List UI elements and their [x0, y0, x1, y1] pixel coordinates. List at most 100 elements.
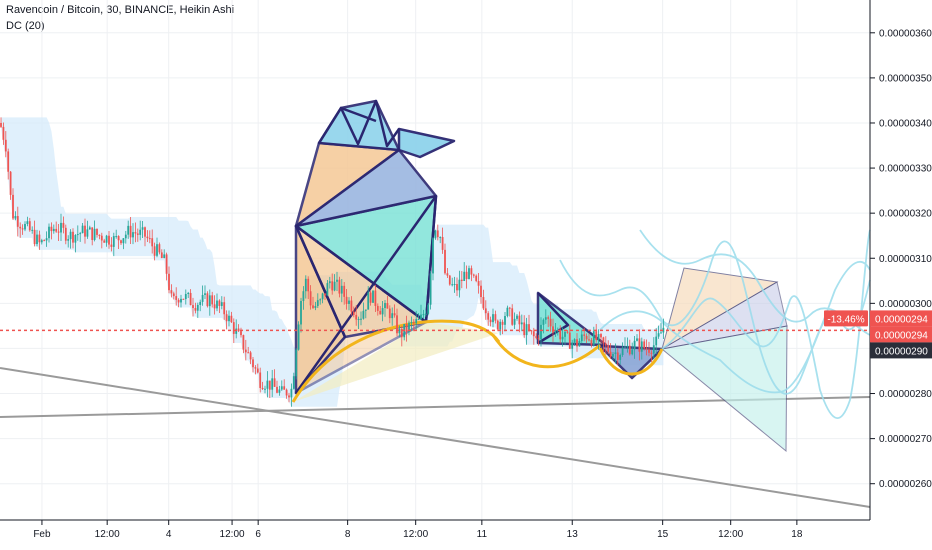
- candle-body: [386, 303, 389, 309]
- candle-body: [470, 268, 473, 275]
- candle-body: [67, 239, 70, 241]
- candle-body: [340, 285, 343, 294]
- candle-body: [206, 293, 209, 307]
- candle-body: [103, 240, 106, 243]
- candle-body: [542, 319, 545, 325]
- time-tick-label: 13: [567, 529, 579, 540]
- price-tick-label: 0.00000340: [879, 118, 932, 129]
- descending-trendline[interactable]: [0, 367, 871, 508]
- price-tick-label: 0.00000350: [879, 73, 932, 84]
- candle-body: [484, 308, 487, 314]
- candle-body: [223, 302, 226, 315]
- projection-fan[interactable]: [660, 267, 788, 453]
- candle-body: [621, 347, 624, 356]
- candle-body: [477, 281, 480, 286]
- price-axis[interactable]: 0.00000260 0.00000270 0.00000280 0.00000290…: [870, 28, 932, 490]
- candle-body: [196, 304, 199, 311]
- candle-body: [124, 234, 127, 239]
- time-axis[interactable]: Feb 12:00 4 12:00 6 8 12:00 11 13 15 12:00 18: [33, 520, 803, 540]
- candle-body: [600, 334, 602, 338]
- candle-body: [362, 310, 365, 319]
- candle-body: [115, 236, 118, 238]
- candle-body: [280, 386, 283, 390]
- candle-body: [532, 331, 535, 337]
- candle-body: [199, 301, 202, 305]
- candle-body: [24, 223, 26, 230]
- candle-body: [506, 307, 509, 316]
- candle-body: [427, 304, 430, 314]
- candle-body: [108, 235, 110, 245]
- candle-body: [273, 378, 276, 387]
- pattern-line-d: [424, 195, 438, 323]
- candle-body: [612, 353, 614, 357]
- candle-body: [57, 231, 60, 233]
- candle-body: [264, 388, 266, 390]
- candle-body: [84, 225, 86, 237]
- candle-body: [537, 337, 540, 340]
- candle-body: [127, 225, 130, 235]
- candle-body: [96, 228, 98, 235]
- candle-body: [62, 222, 65, 228]
- candle-body: [559, 330, 562, 340]
- candle-body: [170, 290, 173, 294]
- candle-body: [19, 226, 22, 229]
- indicator-label[interactable]: DC (20): [6, 20, 45, 32]
- time-tick-label: 12:00: [718, 529, 743, 540]
- candle-body: [446, 273, 449, 276]
- candle-body: [544, 317, 547, 320]
- candle-body: [168, 273, 170, 291]
- candle-body: [364, 309, 367, 311]
- candle-body: [460, 279, 463, 281]
- candle-body: [660, 332, 662, 334]
- candle-body: [21, 228, 24, 230]
- candle-body: [400, 328, 403, 338]
- candle-body: [16, 216, 19, 227]
- candle-body: [278, 389, 281, 393]
- candle-body: [297, 324, 300, 350]
- shaded-triangle[interactable]: [293, 322, 499, 402]
- arc-2: [491, 334, 601, 369]
- candle-body: [441, 237, 444, 250]
- candle-body: [141, 227, 144, 230]
- candle-body: [640, 341, 643, 352]
- candle-body: [40, 240, 43, 243]
- candle-body: [86, 229, 89, 237]
- candle-body: [26, 221, 29, 224]
- candle-body: [156, 244, 158, 256]
- last-price-tag-label: 0.00000294: [875, 314, 928, 325]
- candle-body: [504, 315, 506, 325]
- candle-body: [381, 308, 384, 315]
- candle-body: [74, 235, 77, 243]
- candle-body: [436, 230, 439, 238]
- price-tag-2: [870, 326, 932, 343]
- price-tick-label: 0.00000330: [879, 164, 932, 175]
- candle-body: [432, 238, 434, 274]
- forecast-line-1: [661, 229, 871, 419]
- candlestick-series: [0, 117, 665, 407]
- candle-body: [480, 285, 482, 298]
- candle-body: [398, 328, 401, 334]
- candle-body: [216, 300, 218, 309]
- price-tick-label: 0.00000280: [879, 389, 932, 400]
- candle-body: [388, 308, 391, 319]
- candle-body: [652, 345, 655, 354]
- candle-body: [285, 389, 288, 396]
- candle-body: [28, 221, 31, 231]
- time-tick-label: Feb: [33, 529, 51, 540]
- price-tags: -13.46% 0.00000294 0.00000294 0.00000290: [824, 310, 932, 359]
- candle-body: [309, 291, 312, 306]
- candle-body: [633, 340, 636, 350]
- candle-body: [0, 122, 2, 127]
- price-tick-label: 0.00000320: [879, 209, 932, 220]
- candle-body: [88, 227, 91, 230]
- candle-body: [55, 228, 58, 232]
- candle-body: [528, 324, 530, 331]
- time-tick-label: 12:00: [220, 529, 245, 540]
- candle-body: [525, 324, 528, 336]
- candle-body: [172, 293, 175, 297]
- candle-body: [424, 313, 427, 315]
- pattern-line-c: [294, 195, 438, 394]
- harmonic-pattern[interactable]: [294, 99, 456, 395]
- candle-body: [2, 126, 5, 140]
